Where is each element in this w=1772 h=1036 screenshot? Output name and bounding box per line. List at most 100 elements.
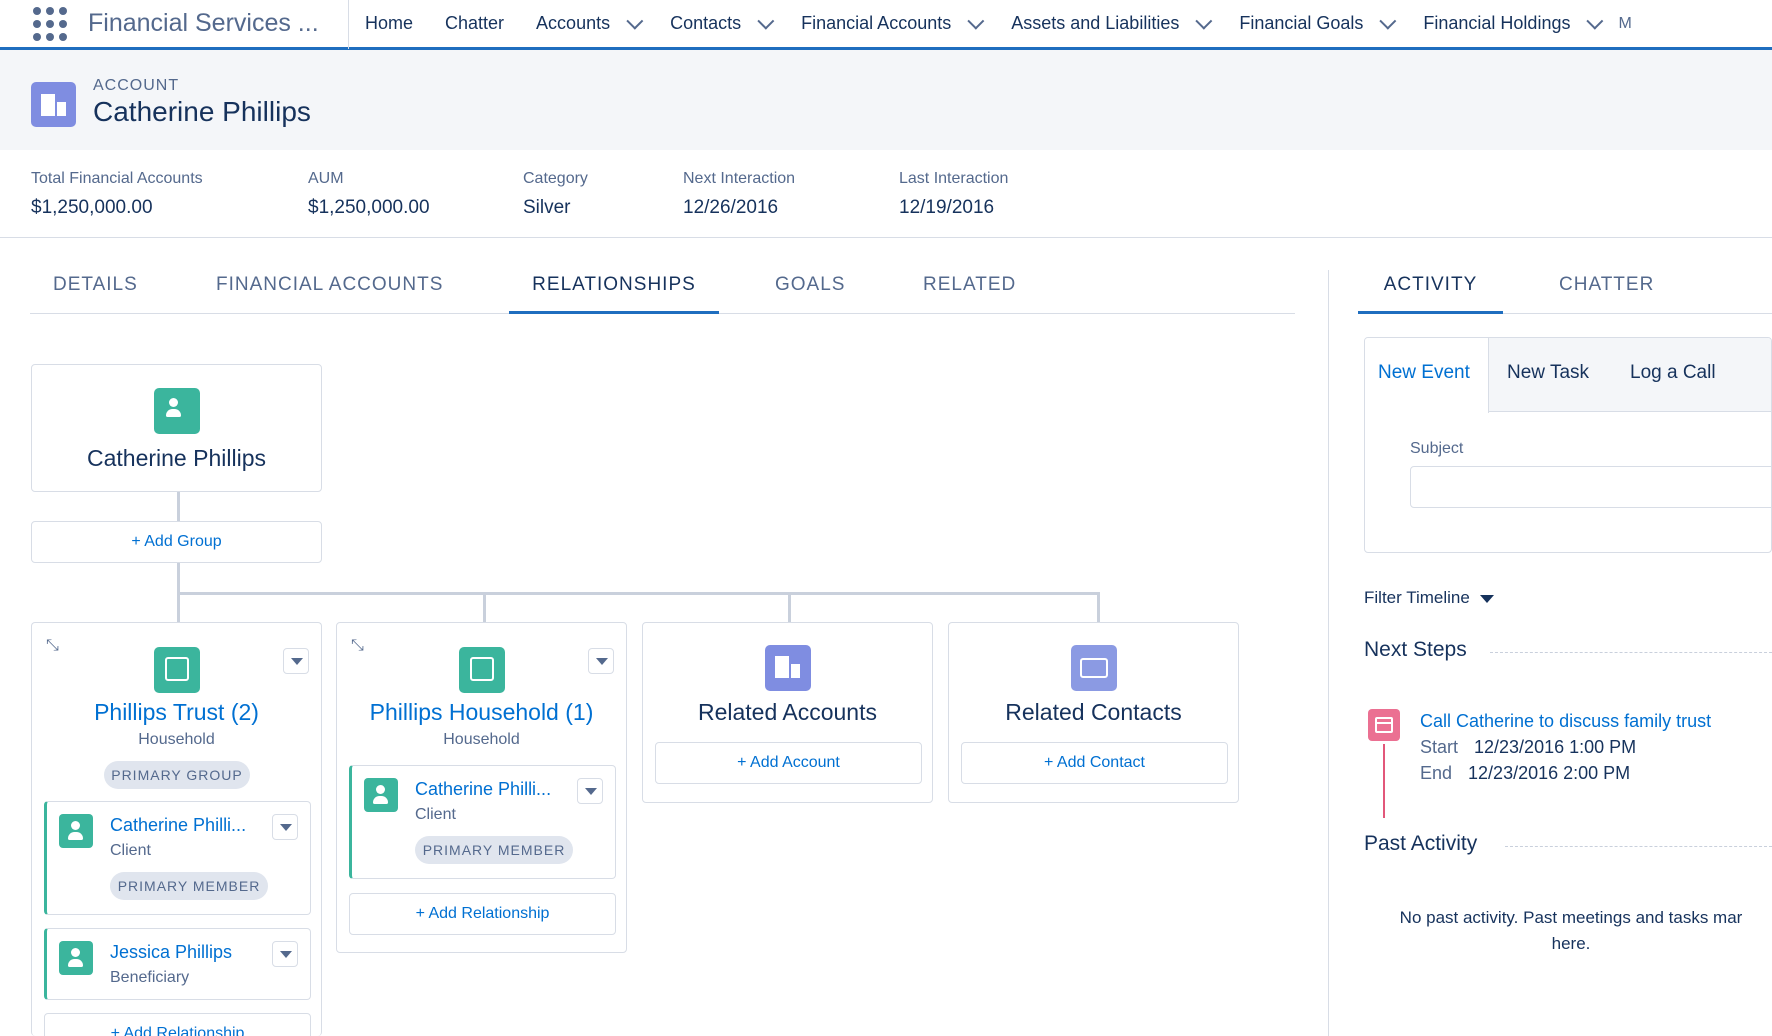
app-launcher-icon[interactable]: [28, 2, 72, 46]
highlight-last-interaction: Last Interaction 12/19/2016: [899, 170, 1008, 219]
member-role: Beneficiary: [110, 969, 190, 986]
related-accounts-title: Related Accounts: [697, 699, 877, 725]
chevron-down-icon[interactable]: [757, 12, 775, 30]
member-card: Catherine Philli... Client PRIMARY MEMBE…: [349, 765, 616, 879]
event-start-value: 12/23/2016 1:00 PM: [1474, 737, 1637, 757]
highlight-label: Next Interaction: [683, 170, 796, 187]
collapse-icon[interactable]: ⤡: [351, 637, 364, 654]
related-contacts-icon: [1071, 645, 1117, 691]
contact-icon: [364, 778, 398, 812]
chevron-down-icon[interactable]: [1379, 12, 1397, 30]
contact-icon: [59, 814, 93, 848]
tab-related[interactable]: RELATED: [923, 274, 1017, 295]
highlight-label: AUM: [308, 170, 344, 187]
subject-label: Subject: [1410, 440, 1464, 457]
member-name[interactable]: Catherine Philli...: [110, 815, 247, 835]
group-card-phillips-household: ⤡ Phillips Household (1) Household Cathe…: [336, 622, 627, 953]
tab-details[interactable]: DETAILS: [53, 274, 138, 295]
nav-item-contacts[interactable]: Contacts: [654, 0, 785, 49]
filter-timeline[interactable]: Filter Timeline: [1364, 588, 1494, 608]
dropdown-icon[interactable]: [272, 941, 298, 967]
tab-financial-accounts[interactable]: FINANCIAL ACCOUNTS: [216, 274, 444, 295]
nav-item-home[interactable]: Home: [365, 13, 414, 33]
contact-icon: [59, 941, 93, 975]
tab-goals[interactable]: GOALS: [775, 274, 846, 295]
tab-relationships[interactable]: RELATIONSHIPS: [509, 274, 719, 314]
highlight-aum: AUM $1,250,000.00: [308, 170, 430, 219]
event-title-link[interactable]: Call Catherine to discuss family trust: [1420, 711, 1712, 731]
primary-member-badge: PRIMARY MEMBER: [415, 836, 573, 864]
collapse-icon[interactable]: ⤡: [46, 637, 59, 654]
group-type: Household: [443, 731, 520, 748]
root-contact-name[interactable]: Catherine Phillips: [87, 445, 266, 471]
root-contact-card: Catherine Phillips: [31, 364, 322, 492]
member-name[interactable]: Jessica Phillips: [110, 942, 233, 962]
add-account-button[interactable]: + Add Account: [655, 742, 922, 784]
event-end-label: End: [1420, 763, 1453, 783]
add-relationship-button[interactable]: + Add Relationship: [349, 893, 616, 935]
activity-panel-tabs: ACTIVITY CHATTER: [1358, 262, 1772, 314]
nav-item-assets-liabilities[interactable]: Assets and Liabilities: [995, 0, 1223, 49]
past-activity-empty-message: No past activity. Past meetings and task…: [1370, 905, 1772, 957]
tab-new-event[interactable]: New Event: [1378, 362, 1470, 384]
member-name[interactable]: Catherine Philli...: [415, 779, 552, 799]
nav-item-chatter[interactable]: Chatter: [445, 13, 505, 33]
group-name[interactable]: Phillips Trust (2): [94, 699, 259, 725]
chevron-down-icon[interactable]: [1195, 12, 1213, 30]
primary-group-badge: PRIMARY GROUP: [104, 761, 250, 789]
tab-new-task[interactable]: New Task: [1507, 362, 1590, 383]
event-start: Start 12/23/2016 1:00 PM: [1420, 737, 1636, 758]
section-divider: [1505, 846, 1772, 847]
highlight-value: 12/19/2016: [899, 197, 995, 218]
highlight-label: Total Financial Accounts: [31, 170, 203, 187]
empty-message-line: No past activity. Past meetings and task…: [1399, 908, 1743, 927]
highlight-label: Last Interaction: [899, 170, 1009, 187]
tab-activity[interactable]: ACTIVITY: [1358, 274, 1503, 314]
empty-message-line: here.: [1551, 934, 1591, 953]
record-tabs: DETAILS FINANCIAL ACCOUNTS RELATIONSHIPS…: [30, 262, 1295, 314]
highlight-value: $1,250,000.00: [31, 197, 153, 218]
record-header: ACCOUNT Catherine Phillips: [0, 50, 1772, 150]
member-card: Catherine Philli... Client PRIMARY MEMBE…: [44, 801, 311, 915]
composer-tabs: New Event New Task Log a Call: [1365, 338, 1771, 413]
add-contact-button[interactable]: + Add Contact: [961, 742, 1228, 784]
nav-item-financial-holdings[interactable]: Financial Holdings: [1407, 0, 1614, 49]
highlights-panel: Total Financial Accounts $1,250,000.00 A…: [0, 150, 1772, 238]
add-relationship-button[interactable]: + Add Relationship: [44, 1013, 311, 1036]
record-type: ACCOUNT: [93, 77, 180, 94]
caret-down-icon: [1479, 594, 1494, 603]
primary-member-badge: PRIMARY MEMBER: [110, 872, 268, 900]
nav-item-financial-accounts[interactable]: Financial Accounts: [785, 0, 995, 49]
account-icon: [31, 82, 76, 127]
nav-item-accounts[interactable]: Accounts: [520, 0, 654, 49]
connector-line: [1097, 592, 1100, 622]
chevron-down-icon[interactable]: [967, 12, 985, 30]
member-role: Client: [415, 806, 456, 823]
subject-input[interactable]: [1410, 466, 1771, 508]
dropdown-icon[interactable]: [283, 648, 309, 674]
tab-chatter[interactable]: CHATTER: [1559, 274, 1655, 295]
highlight-value: $1,250,000.00: [308, 197, 430, 218]
dropdown-icon[interactable]: [588, 648, 614, 674]
app-name: Financial Services ...: [88, 9, 319, 37]
related-contacts-card: Related Contacts + Add Contact: [948, 622, 1239, 803]
dropdown-icon[interactable]: [577, 778, 603, 804]
nav-items: Home Chatter Accounts Contacts Financial…: [349, 0, 1632, 49]
member-card: Jessica Phillips Beneficiary: [44, 928, 311, 1000]
group-card-phillips-trust: ⤡ Phillips Trust (2) Household PRIMARY G…: [31, 622, 322, 1036]
highlight-value: Silver: [523, 197, 571, 218]
record-name: Catherine Phillips: [93, 96, 311, 127]
event-end-value: 12/23/2016 2:00 PM: [1468, 763, 1631, 783]
event-icon: [1368, 709, 1400, 741]
next-steps-heading: Next Steps: [1364, 638, 1467, 661]
nav-divider: [348, 0, 349, 49]
nav-more[interactable]: M: [1618, 14, 1632, 32]
chevron-down-icon[interactable]: [626, 12, 644, 30]
tab-log-a-call[interactable]: Log a Call: [1630, 362, 1716, 383]
chevron-down-icon[interactable]: [1586, 12, 1604, 30]
add-group-button[interactable]: + Add Group: [31, 521, 322, 563]
nav-item-financial-goals[interactable]: Financial Goals: [1223, 0, 1407, 49]
section-divider: [1490, 652, 1772, 653]
dropdown-icon[interactable]: [272, 814, 298, 840]
group-name[interactable]: Phillips Household (1): [369, 699, 594, 725]
